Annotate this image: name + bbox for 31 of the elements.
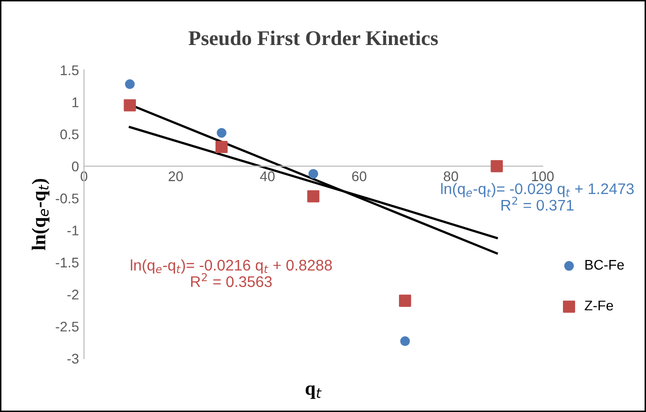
y-axis-title: ln(q$_{e}$-q$_{t}$)	[32, 178, 50, 250]
x-tick-label: 60	[352, 171, 366, 182]
y-tick-label: -2.5	[56, 322, 79, 332]
point	[308, 169, 318, 179]
legend-label: BC-Fe	[585, 260, 624, 270]
x-axis-title: q$_{t}$	[306, 385, 322, 399]
y-tick-label: 1.5	[60, 66, 79, 76]
y-tick-label: -2	[67, 290, 78, 300]
y-tick-label: 0.5	[60, 129, 79, 140]
text: ln(q$_{e}$-q$_{t}$)= -0.029 q$_{t}$ + 1.2473 R$^{2}$ = 0.371	[441, 182, 634, 211]
point	[400, 336, 410, 346]
point	[307, 190, 320, 202]
point	[124, 99, 136, 112]
x-tick-label: 20	[168, 171, 183, 182]
y-tick-label: 0	[72, 162, 79, 172]
chart-title: Pseudo First Order Kinetics	[188, 30, 438, 46]
point	[124, 79, 135, 89]
y-tick-label: -0.5	[56, 194, 79, 204]
x-tick-label: 100	[532, 171, 554, 182]
point	[216, 140, 228, 154]
text: ln(q$_{e}$-q$_{t}$)= -0.0216 q$_{t}$ + 0.8288 R$^{2}$ = 0.3563	[130, 259, 332, 288]
x-tick-label: 80	[444, 171, 458, 182]
y-tick-label: -1.5	[56, 258, 79, 268]
point	[490, 160, 503, 172]
point	[398, 294, 412, 307]
y-tick-label: -3	[67, 354, 79, 364]
y-tick-label: -1	[67, 226, 78, 236]
legend-label: Z-Fe	[584, 300, 614, 310]
point	[216, 128, 226, 138]
x-tick-label: 40	[260, 171, 275, 182]
y-tick-label: 1	[72, 98, 78, 108]
